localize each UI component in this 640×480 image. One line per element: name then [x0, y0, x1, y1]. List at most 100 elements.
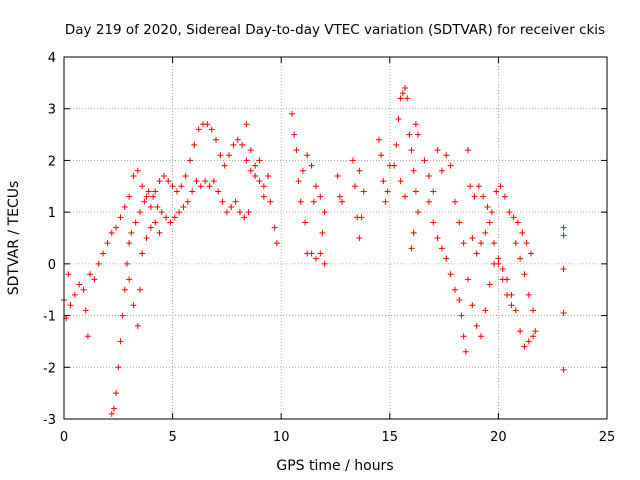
data-point	[415, 131, 422, 138]
data-point	[473, 250, 480, 257]
data-point	[176, 209, 183, 216]
data-point	[482, 307, 489, 314]
data-point	[173, 188, 180, 195]
data-point	[560, 232, 567, 239]
data-point	[349, 157, 356, 164]
data-point	[560, 366, 567, 373]
data-point	[530, 307, 537, 314]
data-series	[61, 85, 567, 417]
data-point	[117, 338, 124, 345]
y-tick-label: 2	[48, 154, 56, 169]
data-point	[517, 255, 524, 262]
data-point	[134, 167, 141, 174]
data-point	[126, 276, 133, 283]
data-point	[165, 178, 172, 185]
data-point	[456, 297, 463, 304]
data-point	[247, 147, 254, 154]
data-point	[182, 172, 189, 179]
x-axis-label: GPS time / hours	[276, 458, 393, 474]
data-point	[213, 136, 220, 143]
data-point	[223, 209, 230, 216]
data-point	[317, 193, 324, 200]
data-point	[560, 266, 567, 273]
data-point	[260, 193, 267, 200]
data-point	[560, 309, 567, 316]
data-point	[236, 209, 243, 216]
data-point	[147, 224, 154, 231]
data-point	[525, 291, 532, 298]
data-point	[395, 116, 402, 123]
data-point	[91, 276, 98, 283]
data-point	[115, 364, 122, 371]
data-point	[143, 235, 150, 241]
data-point	[241, 214, 248, 221]
data-point	[117, 214, 124, 221]
data-point	[499, 276, 506, 283]
data-point	[169, 183, 176, 190]
data-point	[393, 141, 400, 148]
data-point	[221, 162, 228, 169]
data-point	[408, 245, 415, 252]
data-point	[119, 312, 126, 319]
data-point	[512, 307, 519, 314]
data-point	[143, 193, 150, 200]
data-point	[378, 152, 385, 159]
data-point	[217, 152, 224, 159]
x-tick-label: 5	[168, 430, 176, 445]
data-point	[113, 224, 120, 231]
data-point	[319, 229, 326, 236]
data-point	[252, 172, 259, 179]
x-tick-label: 10	[273, 430, 290, 445]
data-point	[104, 240, 111, 247]
data-point	[514, 219, 521, 226]
data-point	[226, 152, 233, 159]
data-point	[84, 333, 91, 340]
data-point	[160, 172, 167, 179]
data-point	[156, 178, 163, 185]
data-point	[391, 162, 398, 169]
data-point	[464, 147, 471, 154]
data-point	[412, 121, 419, 128]
data-point	[497, 183, 504, 190]
data-point	[147, 203, 154, 210]
data-point	[132, 219, 139, 226]
data-point	[501, 193, 508, 200]
data-point	[154, 203, 161, 210]
data-point	[397, 178, 404, 185]
data-point	[267, 198, 274, 205]
data-point	[438, 245, 445, 252]
data-point	[527, 250, 534, 257]
data-point	[108, 410, 115, 417]
data-point	[256, 157, 263, 164]
data-point	[399, 90, 406, 97]
data-point	[473, 322, 480, 329]
data-point	[469, 302, 476, 309]
data-point	[256, 178, 263, 185]
data-point	[228, 203, 235, 210]
data-point	[152, 188, 159, 195]
grid	[64, 57, 607, 419]
data-point	[523, 240, 530, 247]
data-point	[356, 167, 363, 174]
data-point	[126, 193, 133, 200]
data-point	[123, 260, 130, 267]
x-tick-label: 15	[382, 430, 399, 445]
data-point	[128, 229, 135, 236]
data-point	[208, 126, 215, 133]
data-point	[312, 255, 319, 262]
data-point	[425, 172, 432, 179]
data-point	[110, 405, 117, 412]
data-point	[171, 214, 178, 221]
data-point	[202, 178, 209, 185]
data-point	[504, 291, 511, 298]
data-point	[336, 193, 343, 200]
data-point	[486, 281, 493, 288]
data-point	[430, 188, 437, 195]
data-point	[197, 183, 204, 190]
data-point	[189, 188, 196, 195]
data-point	[291, 131, 298, 138]
data-point	[245, 209, 252, 216]
data-point	[191, 141, 198, 148]
data-point	[141, 198, 148, 205]
data-point	[243, 157, 250, 164]
